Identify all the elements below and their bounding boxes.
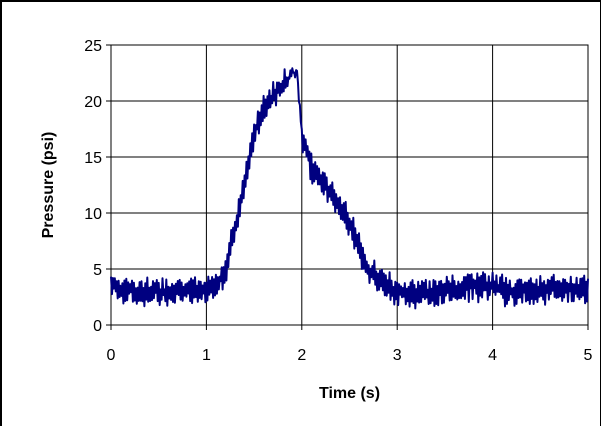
x-axis-title: Time (s) [319, 385, 380, 402]
x-tick-label: 1 [202, 347, 211, 364]
series-layer [110, 67, 589, 310]
pressure-time-chart: 0 5 10 15 20 25 0 1 2 3 4 5 Pressure (psi) Time (s… [40, 38, 593, 402]
y-tick-labels: 0 5 10 15 20 25 [84, 38, 111, 335]
y-axis-title: Pressure (psi) [40, 132, 57, 239]
x-tick-label: 4 [488, 347, 497, 364]
y-tick-label: 25 [84, 38, 102, 55]
x-tick-label: 0 [107, 347, 116, 364]
pressure-series-line [110, 67, 589, 310]
y-tick-label: 10 [84, 206, 102, 223]
y-tick-label: 0 [93, 318, 102, 335]
x-tick-label: 2 [297, 347, 306, 364]
y-tick-label: 15 [84, 150, 102, 167]
x-tick-label: 5 [584, 347, 593, 364]
x-tick-label: 3 [393, 347, 402, 364]
x-tick-labels: 0 1 2 3 4 5 [107, 325, 593, 364]
plot-area [110, 44, 589, 326]
y-tick-label: 20 [84, 94, 102, 111]
y-tick-label: 5 [93, 262, 102, 279]
